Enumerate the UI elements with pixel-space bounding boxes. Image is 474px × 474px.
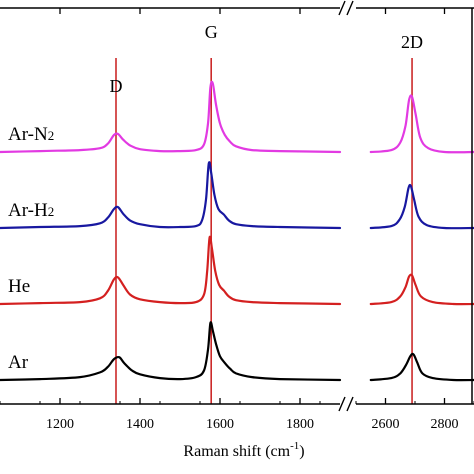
series-line-ar-n2-seg2 <box>369 94 474 154</box>
peak-label-g: G <box>205 22 218 42</box>
x-tick-label: 1200 <box>46 417 74 432</box>
series-line-he-seg1 <box>0 235 342 306</box>
x-tick-label: 1600 <box>206 417 234 432</box>
x-tick-label: 1800 <box>286 417 314 432</box>
x-axis-break-mark <box>338 396 354 412</box>
series-label-ar: Ar <box>8 352 29 373</box>
x-tick-label: 2800 <box>431 417 459 432</box>
top-axis-break-mark <box>338 0 354 16</box>
x-axis-title: Raman shift (cm-1) <box>183 440 304 460</box>
axes: 1200 1400 1600 1800 2600 2800 <box>0 0 474 432</box>
series-line-ar-seg2 <box>369 352 474 382</box>
series-label-ar-n2: Ar-N2 <box>8 124 54 145</box>
series-ar <box>0 321 474 382</box>
peak-lines <box>115 58 413 404</box>
series-line-ar-h2-seg1 <box>0 161 342 230</box>
series-ar-n2 <box>0 80 474 154</box>
series-line-ar-seg1 <box>0 321 342 382</box>
series-line-he-seg2 <box>369 273 474 306</box>
series-group <box>0 80 474 382</box>
labels: D G 2D Ar He Ar-H2 Ar-N2 <box>8 22 423 373</box>
series-label-ar-h2: Ar-H2 <box>8 200 54 221</box>
peak-label-2d: 2D <box>401 32 423 52</box>
x-tick-label: 1400 <box>126 417 154 432</box>
series-label-he: He <box>8 276 30 297</box>
series-line-ar-h2-seg2 <box>369 183 474 230</box>
series-he <box>0 235 474 306</box>
x-tick-label: 2600 <box>372 417 400 432</box>
x-axis-title-superscript: -1 <box>290 440 299 452</box>
peak-label-d: D <box>110 76 123 96</box>
series-ar-h2 <box>0 161 474 230</box>
series-line-ar-n2-seg1 <box>0 80 342 154</box>
